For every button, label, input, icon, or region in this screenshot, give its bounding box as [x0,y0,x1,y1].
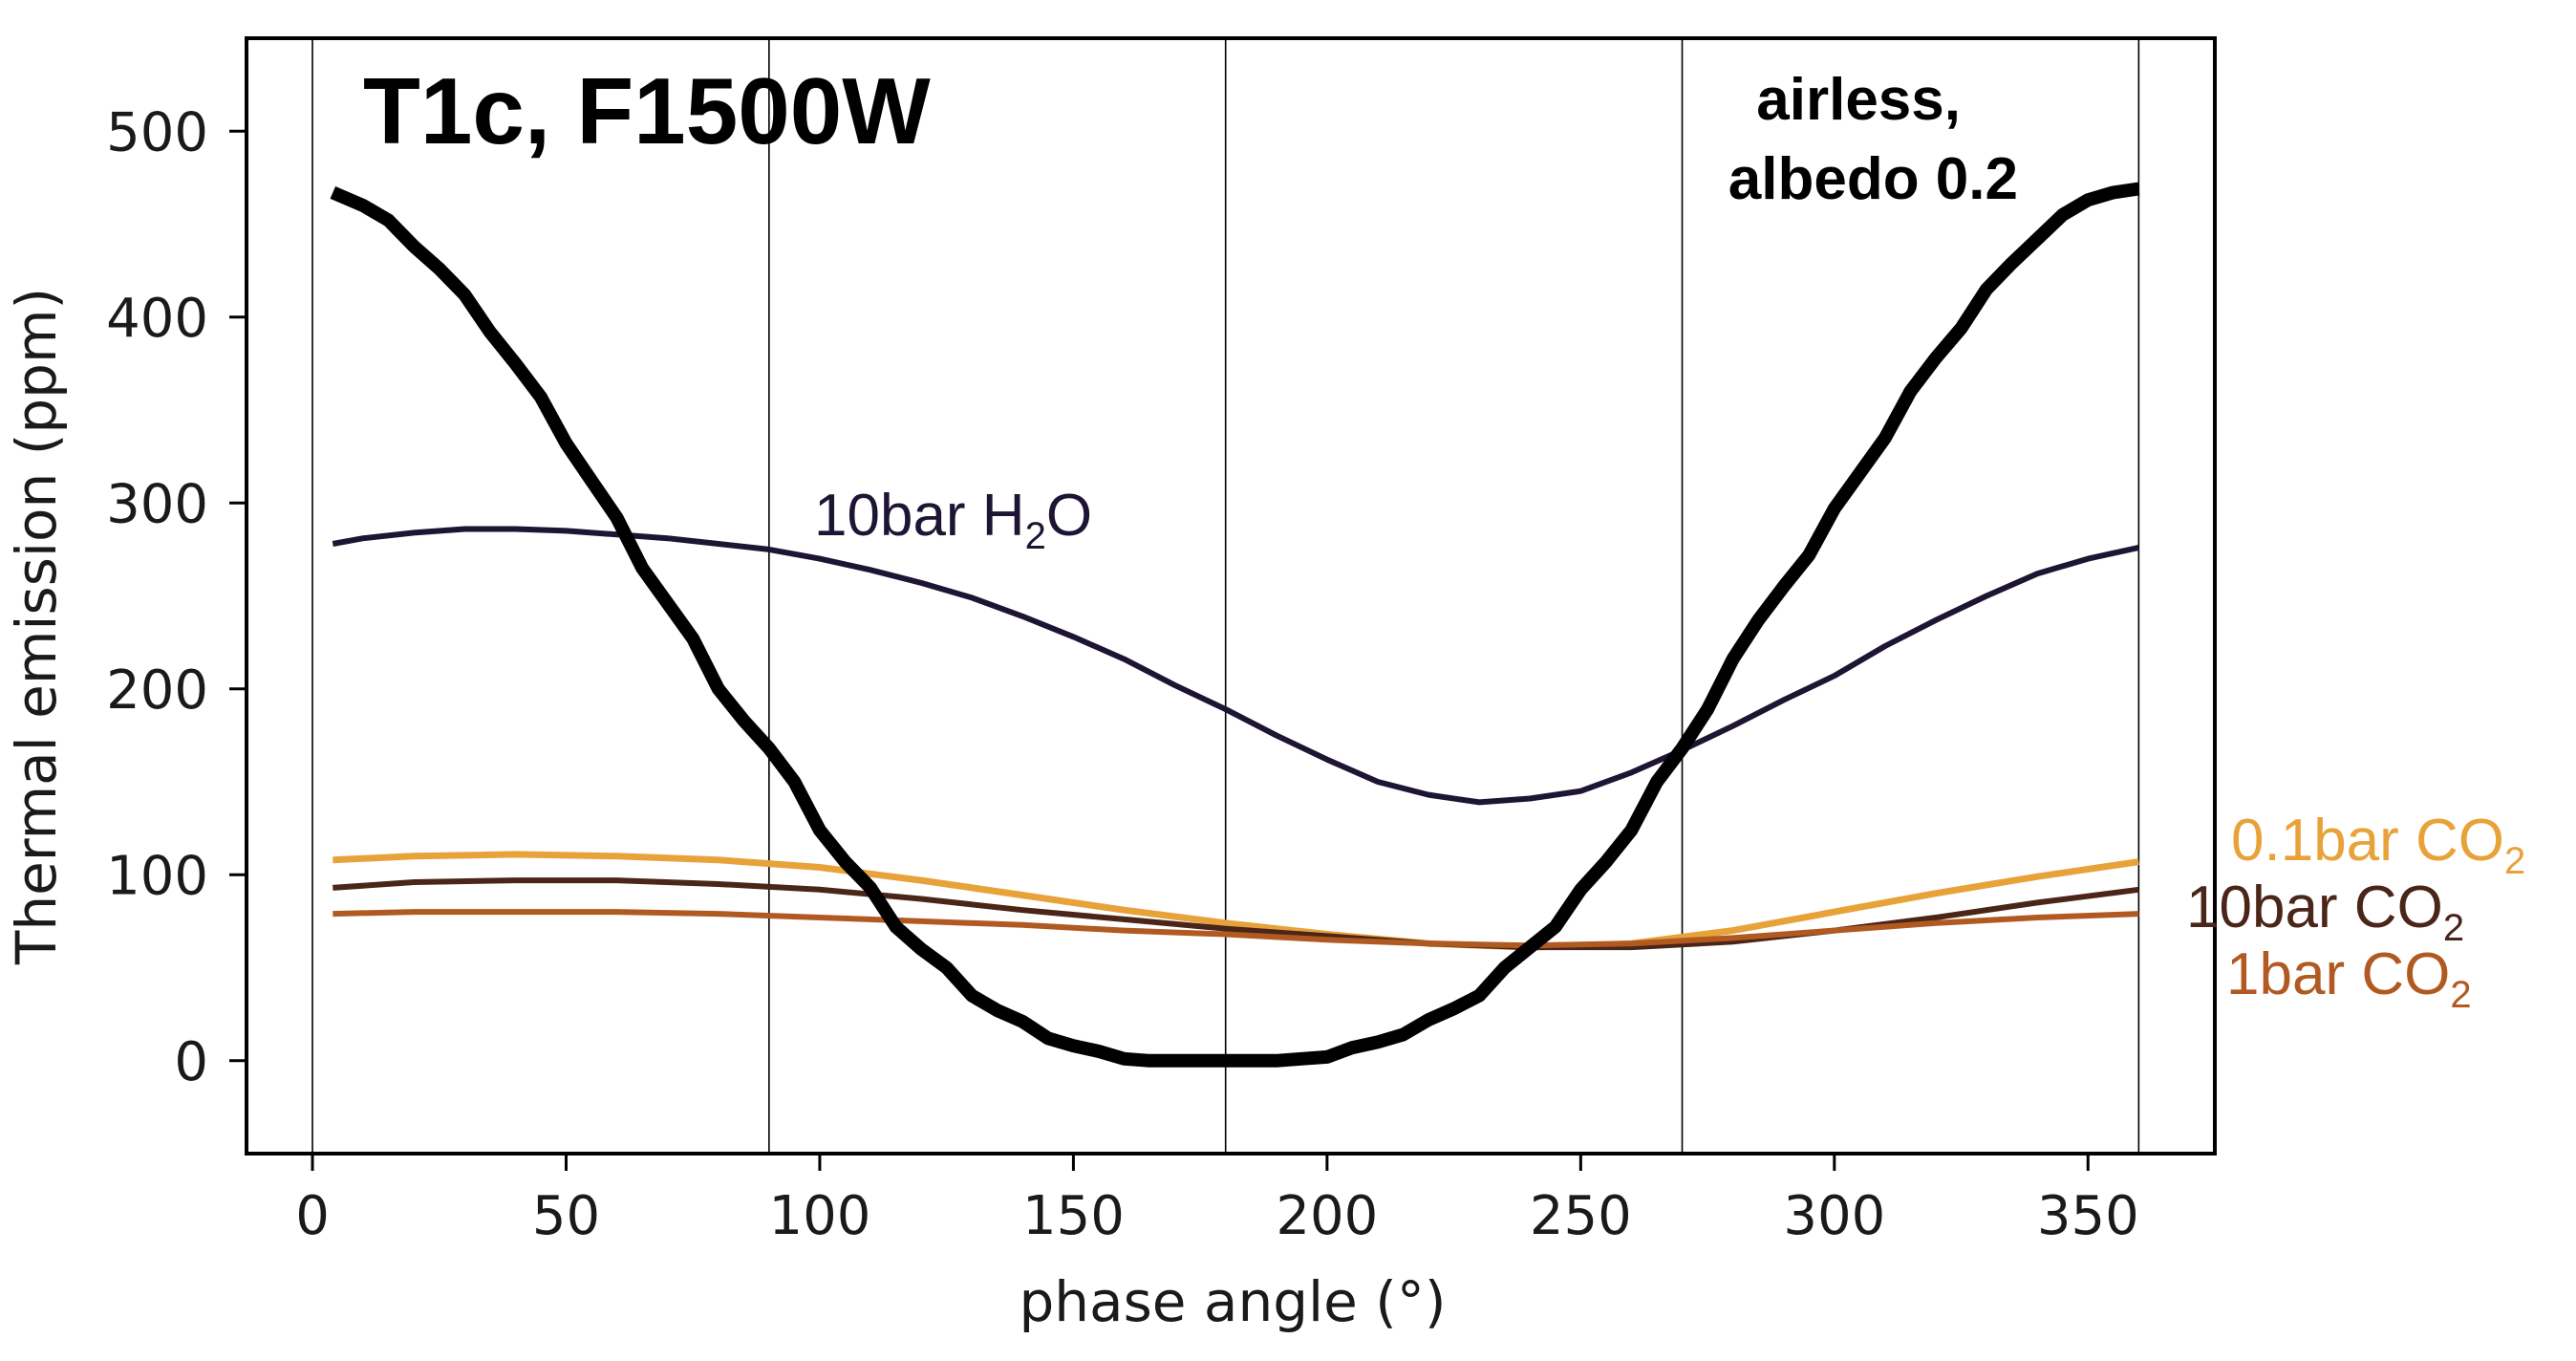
vertical-reference-lines [311,38,2140,1154]
label-10bar-h2o-tail: O [1046,483,1092,549]
y-tick-label-300: 300 [106,473,208,535]
x-tick-label-50: 50 [532,1185,600,1247]
label-0-1bar-co2-sub: 2 [2504,840,2525,882]
series-line-10bar-h2o [332,526,2140,806]
series-lines [330,182,2140,1068]
x-tick-label-0: 0 [295,1185,330,1247]
label-10bar-co2-sub: 2 [2443,907,2464,949]
x-tick-label-200: 200 [1276,1185,1378,1247]
label-0-1bar-co2: 0.1bar CO2 [2231,808,2525,882]
x-tick-label-300: 300 [1783,1185,1885,1247]
label-10bar-h2o: 10bar H2O [814,483,1092,557]
airless-annotation-line1: airless, [1756,67,1961,133]
x-axis-label: phase angle (°) [1019,1269,1446,1334]
axis-ticks: 0 50 100 150 200 250 300 350 0 100 200 300 400 500 [106,101,2139,1247]
label-10bar-co2-main: 10bar CO [2186,875,2443,940]
label-10bar-h2o-sub: 2 [1025,515,1046,557]
x-tick-label-150: 150 [1022,1185,1125,1247]
airless-annotation-line2: albedo 0.2 [1728,146,2018,212]
plot-frame [245,36,2217,1156]
y-tick-label-500: 500 [106,101,208,163]
label-1bar-co2: 1bar CO2 [2226,941,2472,1016]
chart-title: T1c, F1500W [363,58,931,163]
y-tick-label-400: 400 [106,288,208,350]
label-1bar-co2-sub: 2 [2450,974,2471,1016]
label-10bar-h2o-main: 10bar H [814,483,1025,549]
y-tick-label-200: 200 [106,659,208,722]
series-line-airless-albedo-0-2 [330,182,2140,1068]
x-tick-label-350: 350 [2037,1185,2139,1247]
label-10bar-co2: 10bar CO2 [2186,875,2464,949]
series-line-1bar-co2 [333,909,2139,949]
y-tick-label-100: 100 [106,845,208,907]
series-line-0-1bar-co2 [333,851,2139,951]
y-axis-label: Thermal emission (ppm) [4,288,69,965]
y-tick-label-0: 0 [174,1031,208,1093]
x-tick-label-250: 250 [1530,1185,1632,1247]
label-0-1bar-co2-main: 0.1bar CO [2231,808,2504,874]
label-1bar-co2-main: 1bar CO [2226,941,2450,1007]
x-tick-label-100: 100 [769,1185,871,1247]
